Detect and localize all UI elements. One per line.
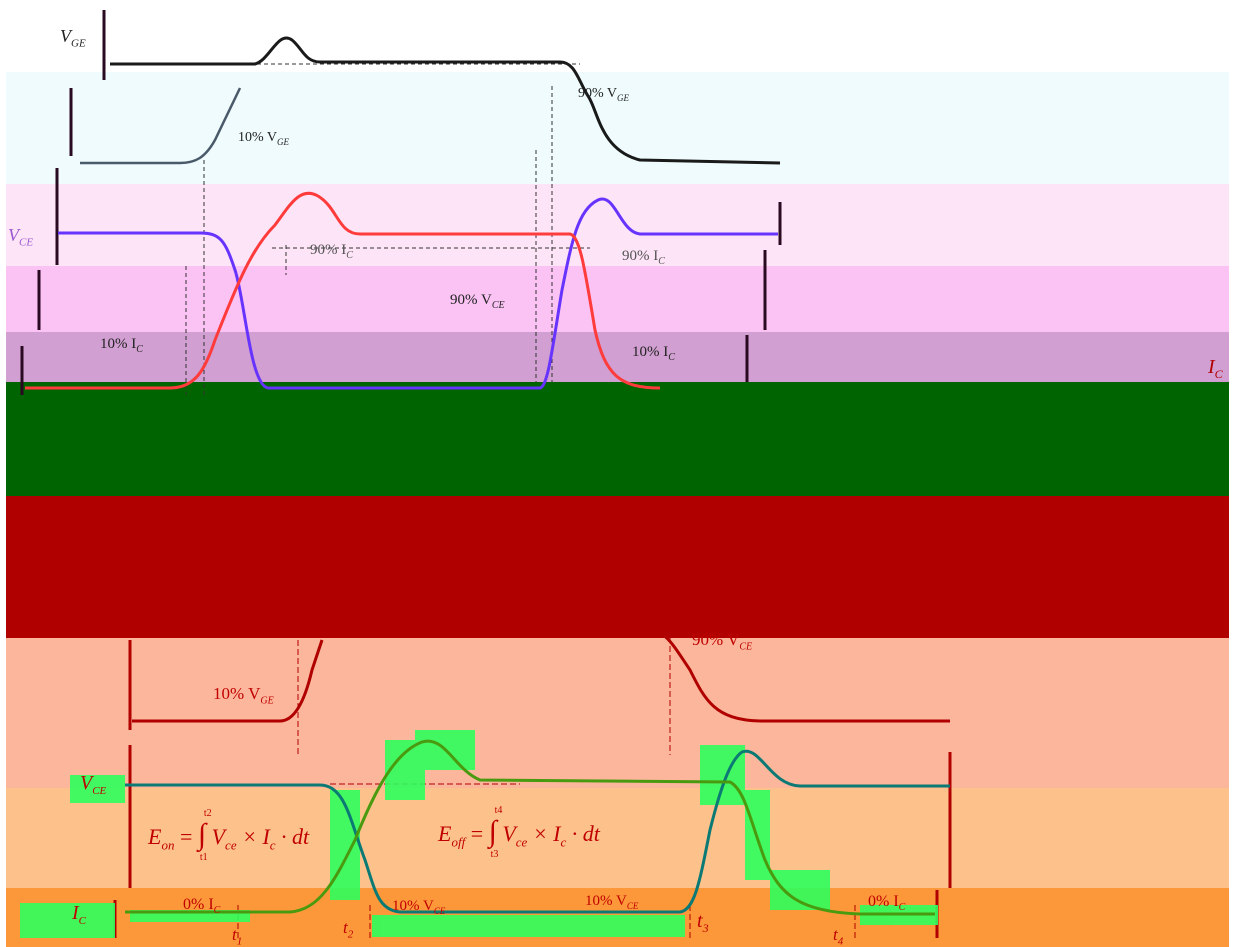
bottom-10pct-vce-right: 10% VCE	[585, 893, 639, 911]
top-vce-curve	[58, 197, 778, 390]
top-ic-label: IC	[1208, 356, 1223, 382]
bottom-highlights	[20, 730, 938, 938]
top-ic-label-sub: C	[1214, 367, 1223, 381]
band-pink-2	[6, 266, 1229, 332]
top-10pct-ic-right: 10% IC	[632, 344, 675, 363]
band-cyan	[6, 72, 1229, 184]
bottom-ic-curve	[125, 739, 935, 916]
top-vge-label: VGE	[60, 26, 86, 50]
top-ic-curve	[25, 191, 661, 390]
band-salmon	[6, 638, 1229, 788]
top-10pct-ic-left: 10% IC	[100, 336, 143, 355]
top-vce-label: VCE	[8, 225, 33, 249]
top-vge-label-main: V	[60, 26, 71, 46]
time-t3: t3	[697, 910, 709, 935]
eon-integral-sign: ∫ t2 t1	[197, 808, 212, 863]
bottom-10pct-vge: 10% VGE	[213, 684, 274, 707]
time-t1: t1	[232, 925, 243, 947]
top-vce-label-main: V	[8, 225, 19, 245]
eon-formula: Eon = ∫ t2 t1 Vce × Ic · dt	[148, 808, 310, 863]
bottom-vce-label: VCE	[80, 772, 107, 797]
top-vge-lower	[80, 87, 242, 165]
top-axes	[20, 10, 782, 395]
top-ic-label-main: I	[1208, 356, 1215, 378]
bottom-vge-curve	[132, 628, 950, 723]
top-vge-label-sub: GE	[71, 37, 86, 50]
eoff-integral-sign: ∫ t4 t3	[488, 805, 503, 860]
band-orange	[6, 788, 1229, 888]
bottom-10pct-vce-mid: 10% VCE	[392, 898, 446, 916]
top-dashed-refs	[110, 63, 590, 395]
top-90pct-vge: 90% VGE	[578, 86, 630, 103]
top-vge-curve	[110, 36, 781, 165]
top-vce-label-sub: CE	[19, 236, 34, 249]
band-green	[6, 382, 1229, 496]
bottom-90pct-vce: 90% VCE	[692, 630, 753, 653]
eoff-formula: Eoff = ∫ t4 t3 Vce × Ic · dt	[438, 805, 600, 860]
top-90pct-vce: 90% VCE	[450, 292, 505, 311]
top-10pct-vge: 10% VGE	[238, 130, 290, 147]
band-pink	[6, 184, 1229, 266]
bottom-0pct-ic-right: 0% IC	[868, 893, 906, 914]
bottom-0pct-ic-left: 0% IC	[183, 896, 221, 917]
bottom-ic-label: IC	[72, 902, 87, 927]
time-t4: t4	[833, 925, 844, 947]
top-90pct-ic-right: 90% IC	[622, 248, 665, 267]
top-90pct-ic-left: 90% IC	[310, 242, 353, 261]
time-t2: t2	[343, 918, 354, 941]
band-red	[6, 496, 1229, 638]
